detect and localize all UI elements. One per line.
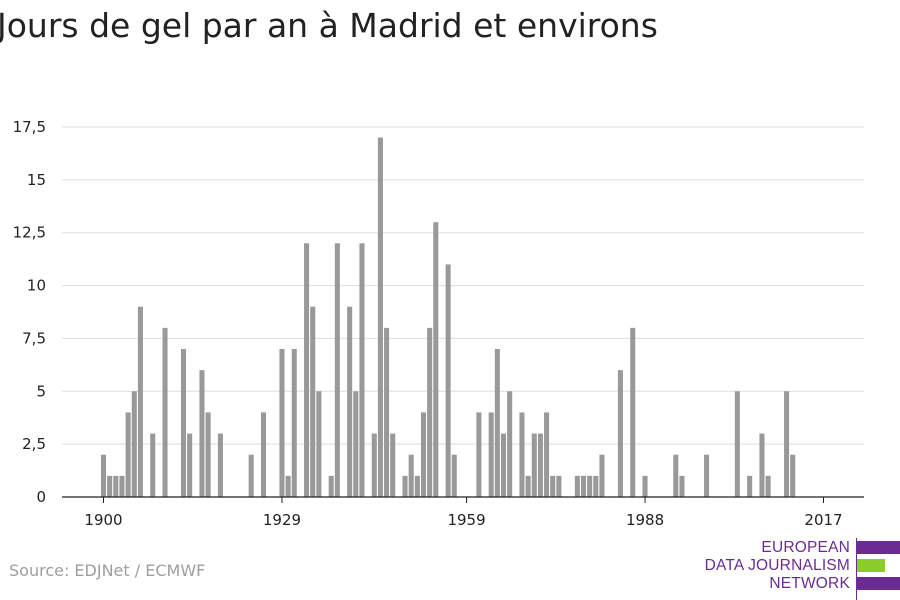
bar[interactable]	[630, 327, 636, 497]
y-tick-label: 2,5	[22, 435, 46, 453]
bar[interactable]	[476, 412, 482, 497]
bar[interactable]	[390, 433, 396, 497]
bar[interactable]	[187, 433, 193, 497]
logo-bar-top	[857, 541, 900, 554]
bar[interactable]	[531, 433, 537, 497]
bar[interactable]	[328, 475, 334, 497]
bar[interactable]	[544, 412, 550, 497]
bar[interactable]	[427, 327, 433, 497]
bar[interactable]	[784, 391, 790, 497]
bar[interactable]	[384, 327, 390, 497]
bar[interactable]	[408, 454, 414, 497]
bar[interactable]	[162, 327, 168, 497]
bar[interactable]	[519, 412, 525, 497]
y-tick-label: 17,5	[13, 118, 46, 136]
y-tick-label: 10	[27, 277, 46, 295]
bar[interactable]	[199, 370, 205, 497]
bar[interactable]	[316, 391, 322, 497]
logo-bar-middle	[857, 559, 885, 572]
bar[interactable]	[125, 412, 131, 497]
bar[interactable]	[587, 475, 593, 497]
bar[interactable]	[402, 475, 408, 497]
bar[interactable]	[599, 454, 605, 497]
axes: 0 2,5 5 7,5 10 12,5 15 17,5 1900 1929 1959 1988 2017	[13, 118, 864, 529]
bar[interactable]	[451, 454, 457, 497]
bar[interactable]	[119, 475, 125, 497]
bar[interactable]	[205, 412, 211, 497]
bar[interactable]	[747, 475, 753, 497]
bar[interactable]	[107, 475, 113, 497]
y-tick-label: 7,5	[22, 329, 46, 347]
bar[interactable]	[137, 306, 143, 497]
bar[interactable]	[593, 475, 599, 497]
logo-line-data-journalism: DATA JOURNALISM	[704, 557, 850, 574]
logo-line-network: NETWORK	[769, 575, 850, 592]
bar[interactable]	[507, 391, 513, 497]
bar[interactable]	[420, 412, 427, 497]
bar[interactable]	[574, 475, 580, 497]
bar[interactable]	[371, 433, 377, 497]
bar[interactable]	[494, 349, 500, 497]
bar[interactable]	[765, 475, 771, 497]
bar[interactable]	[525, 475, 531, 497]
x-tick-label: 1988	[626, 511, 664, 529]
x-tick-label: 2017	[804, 511, 842, 529]
bar[interactable]	[550, 475, 556, 497]
bar[interactable]	[679, 475, 685, 497]
bar[interactable]	[279, 349, 285, 497]
bar[interactable]	[377, 137, 383, 498]
y-tick-label: 12,5	[13, 224, 46, 242]
bar[interactable]	[113, 475, 119, 497]
edjnet-logo[interactable]: EUROPEAN DATA JOURNALISM NETWORK	[700, 538, 900, 600]
bar[interactable]	[347, 306, 353, 497]
bar[interactable]	[304, 243, 310, 497]
bar[interactable]	[617, 370, 623, 497]
bar[interactable]	[150, 433, 156, 497]
bar[interactable]	[488, 412, 494, 497]
bar[interactable]	[704, 454, 710, 497]
bar[interactable]	[556, 475, 562, 497]
x-tick-label: 1929	[263, 511, 301, 529]
page-title: Jours de gel par an à Madrid et environs	[0, 6, 658, 45]
bar[interactable]	[285, 475, 291, 497]
bar[interactable]	[414, 475, 420, 497]
bar[interactable]	[131, 391, 137, 497]
bar[interactable]	[673, 454, 679, 497]
x-tick-label: 1959	[447, 511, 485, 529]
y-tick-label: 15	[27, 171, 46, 189]
bar[interactable]	[500, 433, 507, 497]
bar[interactable]	[359, 243, 365, 497]
bar[interactable]	[445, 264, 451, 497]
bar[interactable]	[100, 454, 107, 497]
logo-divider	[856, 538, 857, 600]
bar[interactable]	[734, 391, 740, 497]
bar[interactable]	[353, 391, 359, 497]
source-note: Source: EDJNet / ECMWF	[9, 561, 206, 580]
bar[interactable]	[260, 412, 267, 497]
logo-bar-bottom	[857, 577, 900, 590]
bar[interactable]	[642, 475, 648, 497]
bar[interactable]	[180, 349, 187, 497]
bar[interactable]	[537, 433, 543, 497]
logo-line-european: EUROPEAN	[761, 539, 850, 556]
bars	[100, 137, 796, 498]
x-tick-label: 1900	[84, 511, 122, 529]
bar[interactable]	[759, 433, 765, 497]
bar[interactable]	[248, 454, 254, 497]
bar[interactable]	[334, 243, 340, 497]
bar[interactable]	[310, 306, 316, 497]
y-tick-label: 0	[36, 488, 46, 506]
y-tick-label: 5	[36, 382, 46, 400]
bar[interactable]	[291, 349, 297, 497]
gridlines	[62, 126, 864, 445]
bar[interactable]	[790, 454, 796, 497]
bar[interactable]	[433, 222, 439, 497]
bar[interactable]	[217, 433, 223, 497]
bar[interactable]	[580, 475, 587, 497]
bar-chart: 0 2,5 5 7,5 10 12,5 15 17,5 1900 1929 1959 1988 2017	[13, 118, 864, 529]
